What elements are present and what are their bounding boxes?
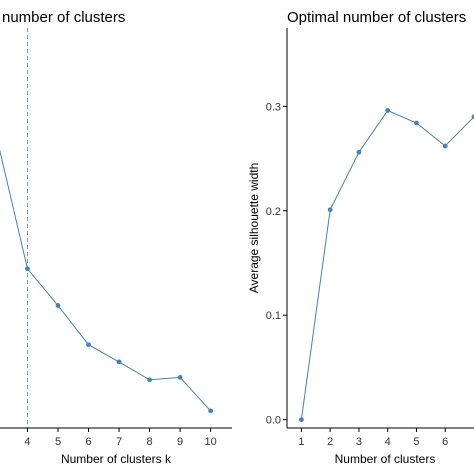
right-y-tick-label: 0.1 <box>266 310 281 322</box>
right-data-point <box>385 108 391 113</box>
right-data-point <box>414 120 419 126</box>
right-y-tick-label: 0.3 <box>266 101 281 113</box>
left-x-tick-label: 4 <box>24 436 30 448</box>
right-x-axis-label: Number of clusters <box>335 452 436 466</box>
left-plot-area <box>0 28 214 428</box>
right-x-ticks: 1 2 3 4 5 6 <box>298 428 448 448</box>
left-x-tick-label: 9 <box>177 436 183 448</box>
left-x-tick-label: 5 <box>55 436 61 448</box>
left-data-point <box>208 408 214 414</box>
left-chart-title: number of clusters <box>2 9 125 26</box>
left-x-tick-label: 8 <box>147 436 153 448</box>
left-x-tick-label: 10 <box>205 436 217 448</box>
right-y-tick-label: 0.2 <box>266 206 281 218</box>
left-data-point <box>116 359 122 365</box>
left-data-point <box>25 266 30 272</box>
left-data-point <box>147 377 152 383</box>
left-chart-panel: number of clusters 4 5 6 7 8 9 10 Number of cl… <box>0 9 232 466</box>
right-x-tick-label: 6 <box>442 436 448 448</box>
left-x-ticks: 4 5 6 7 8 9 10 <box>24 428 217 448</box>
right-data-point <box>471 114 474 120</box>
right-plot-area <box>298 108 474 423</box>
right-data-point <box>327 207 333 213</box>
right-x-tick-label: 5 <box>413 436 419 448</box>
right-y-axis-label: Average silhouette width <box>247 163 261 294</box>
right-chart-title: Optimal number of clusters <box>287 9 466 26</box>
left-series-line <box>0 149 211 412</box>
right-x-tick-label: 3 <box>356 436 362 448</box>
right-x-tick-label: 1 <box>298 436 304 448</box>
right-data-point <box>298 417 304 423</box>
left-data-point <box>177 374 183 380</box>
right-chart-panel: Optimal number of clusters 0.00.10.20.3 … <box>247 9 474 466</box>
right-y-ticks: 0.0 0.1 0.2 0.3 <box>266 101 287 427</box>
right-series-line <box>300 109 474 420</box>
left-data-point <box>86 342 91 348</box>
left-x-axis-label: Number of clusters k <box>61 452 172 466</box>
left-x-tick-label: 7 <box>116 436 122 448</box>
left-x-tick-label: 6 <box>85 436 91 448</box>
right-x-tick-label: 2 <box>327 436 333 448</box>
left-data-point <box>55 303 61 308</box>
right-data-point <box>356 149 362 155</box>
right-y-tick-label: 0.0 <box>266 415 281 427</box>
right-x-tick-label: 4 <box>385 436 391 448</box>
right-data-point <box>442 143 448 149</box>
